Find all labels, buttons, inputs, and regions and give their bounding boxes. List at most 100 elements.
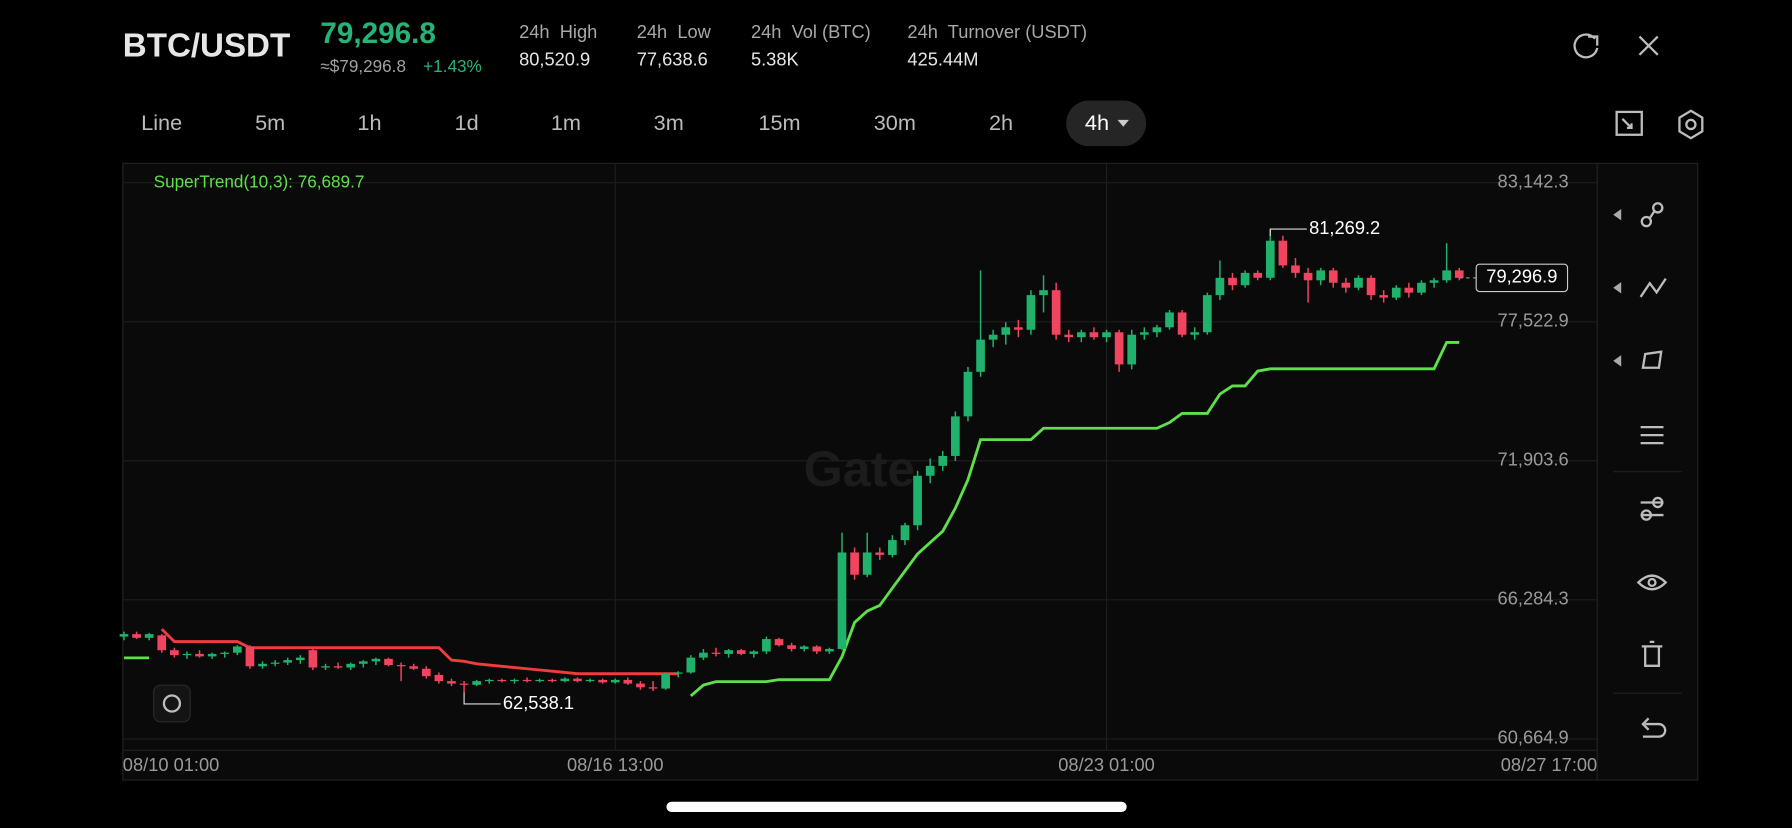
candle-body xyxy=(636,683,645,688)
candle-body xyxy=(1127,334,1137,365)
stat-label: 24h Vol (BTC) xyxy=(751,21,871,42)
candle-body xyxy=(1039,290,1048,296)
timeframe-tab[interactable]: Line xyxy=(141,110,182,135)
candle-body xyxy=(598,679,607,683)
toolbar xyxy=(1613,202,1682,738)
home-indicator xyxy=(666,801,1127,813)
candle-body xyxy=(396,665,406,667)
delete-icon[interactable] xyxy=(1641,640,1663,667)
mode-button[interactable] xyxy=(153,684,191,723)
candle-body xyxy=(132,634,141,638)
adjust-icon[interactable] xyxy=(1640,496,1664,521)
candle-body xyxy=(333,666,343,668)
candle-body xyxy=(535,679,545,682)
candle-body xyxy=(673,672,683,674)
candle-body xyxy=(182,653,192,656)
candle-body xyxy=(522,679,532,682)
candle-body xyxy=(1328,270,1338,283)
stat-value: 5.38K xyxy=(751,48,799,69)
candle-body xyxy=(1417,282,1426,293)
candle-body xyxy=(925,465,935,476)
candle-body xyxy=(1291,265,1300,273)
candle-body xyxy=(1240,272,1250,286)
high-pointer xyxy=(1269,228,1307,236)
toolbar-arrows[interactable] xyxy=(1613,208,1622,367)
candle-body xyxy=(258,663,267,667)
timeframe-tab[interactable]: 1m xyxy=(551,110,581,135)
candle-body xyxy=(1026,295,1036,330)
candle-body xyxy=(560,678,570,682)
candle-body xyxy=(384,658,393,666)
stat-label: 24h Low xyxy=(637,21,712,42)
refresh-icon[interactable] xyxy=(1573,33,1599,59)
candle-body xyxy=(472,681,482,685)
candle-body xyxy=(1429,280,1439,283)
candle-body xyxy=(1442,270,1451,281)
candle-body xyxy=(1139,332,1149,335)
candle-body xyxy=(1177,312,1187,335)
timeframe-tab[interactable]: 5m xyxy=(255,110,285,135)
stat-value: 80,520.9 xyxy=(519,48,590,69)
candle-body xyxy=(762,639,771,652)
candle-body xyxy=(1089,332,1099,338)
close-icon[interactable] xyxy=(1638,35,1659,56)
candle-body xyxy=(497,679,507,682)
stat-value: 77,638.6 xyxy=(637,48,708,69)
settings-icon[interactable] xyxy=(1678,109,1704,140)
candle-body xyxy=(1391,287,1401,298)
timeframe-tab[interactable]: 30m xyxy=(874,110,916,135)
timeframe-tab[interactable]: 3m xyxy=(654,110,684,135)
candle-body xyxy=(510,679,519,682)
candle-body xyxy=(1202,295,1212,333)
stat-label: 24h Turnover (USDT) xyxy=(907,21,1087,42)
candle-body xyxy=(144,634,154,638)
tab-dropdown[interactable] xyxy=(1117,119,1129,127)
fib-tool-icon[interactable] xyxy=(1639,278,1667,298)
candle-body xyxy=(321,666,330,668)
indicator-icon[interactable] xyxy=(1640,425,1664,445)
candle-body xyxy=(1215,277,1225,296)
candle-body xyxy=(1114,332,1124,365)
candle-body xyxy=(988,334,998,340)
candle-body xyxy=(774,639,784,646)
candle-body xyxy=(409,666,419,669)
candle-body xyxy=(170,650,179,656)
candle-body xyxy=(295,657,305,661)
y-tick-label: 60,664.9 xyxy=(1498,727,1569,748)
candle-body xyxy=(1165,312,1174,328)
low-label: 62,538.1 xyxy=(503,692,574,713)
visibility-icon[interactable] xyxy=(1636,574,1668,591)
stat-label: 24h High xyxy=(519,21,597,42)
shape-tool-icon[interactable] xyxy=(1641,350,1663,369)
x-tick-label: 08/23 01:00 xyxy=(1058,754,1155,775)
candle-body xyxy=(195,653,204,657)
candle-body xyxy=(1354,277,1363,288)
y-tick-label: 66,284.3 xyxy=(1498,588,1569,609)
candle-body xyxy=(308,650,318,668)
candle-body xyxy=(358,661,368,664)
candle-body xyxy=(825,648,834,652)
candle-body xyxy=(711,652,721,654)
candle-body xyxy=(421,668,431,677)
change: +1.43% xyxy=(423,56,482,76)
timeframe-tab[interactable]: 15m xyxy=(758,110,800,135)
timeframe-tab[interactable]: 4h xyxy=(1085,110,1109,135)
timeframe-tab[interactable]: 1d xyxy=(455,110,479,135)
candle-body xyxy=(1454,270,1464,278)
fullscreen-icon[interactable] xyxy=(1615,110,1643,136)
candle-body xyxy=(1051,290,1061,335)
candle-body xyxy=(862,552,872,575)
timeframe-tab[interactable]: 1h xyxy=(357,110,381,135)
candle-body xyxy=(749,651,759,654)
candle-body xyxy=(1265,240,1275,278)
undo-icon[interactable] xyxy=(1641,717,1667,738)
timeframe-tab[interactable]: 2h xyxy=(989,110,1013,135)
draw-tool-icon[interactable] xyxy=(1640,202,1664,228)
candle-body xyxy=(1076,332,1086,338)
active-tab-bg xyxy=(1066,100,1147,147)
x-tick-label: 08/16 13:00 xyxy=(567,754,664,775)
candle-body xyxy=(447,681,456,684)
candle-body xyxy=(119,634,129,637)
